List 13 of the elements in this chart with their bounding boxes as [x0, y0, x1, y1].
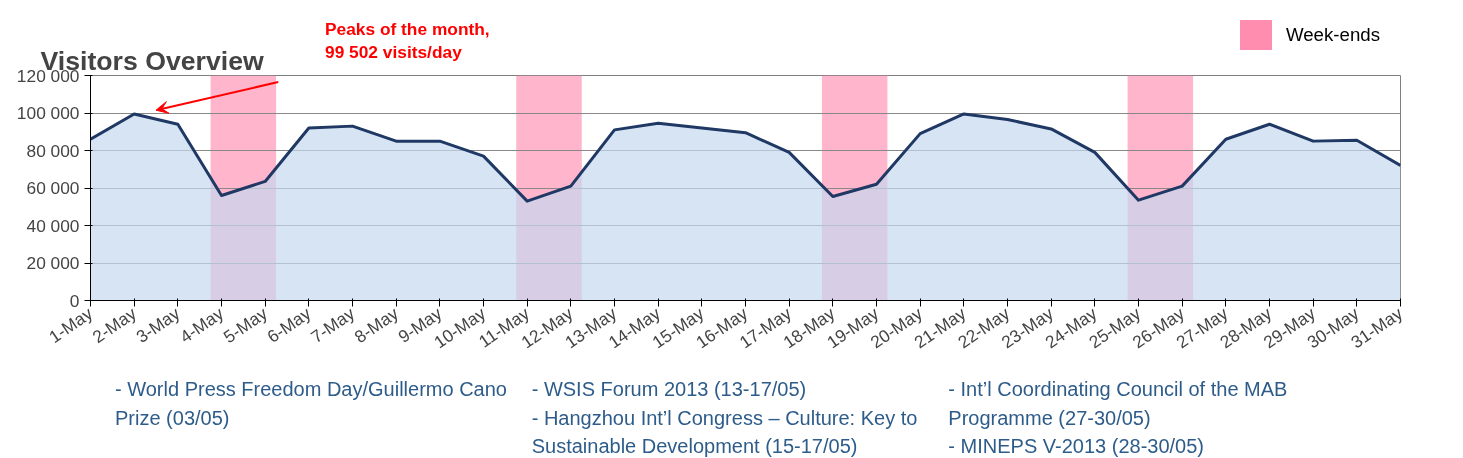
y-tick-label: 20 000 — [26, 253, 80, 273]
text: - WSIS Forum 2013 (13-17/05) — [531, 377, 808, 402]
y-tick-label: 60 000 — [26, 178, 80, 198]
text: - World Press Freedom Day/Guillermo Cano Prize (03/05) — [115, 377, 508, 431]
text: - Hangzhou Int’l Congress – Culture: Key to Sustainable Development (15-17/05) — [531, 405, 919, 458]
y-tick-label: 0 — [69, 290, 80, 311]
y-tick-label: 100 000 — [16, 103, 80, 123]
text: - Int’l Coordinating Council of the MAB Programme (27-30/05) — [948, 377, 1289, 431]
text: - MINEPS V-2013 (28-30/05) — [948, 434, 1206, 458]
text: Peaks of the month, 99 502 visits/day — [325, 18, 490, 64]
legend-label: Week-ends — [1285, 22, 1380, 47]
y-tick-label: 80 000 — [26, 140, 80, 161]
y-tick-label: 40 000 — [26, 215, 80, 236]
